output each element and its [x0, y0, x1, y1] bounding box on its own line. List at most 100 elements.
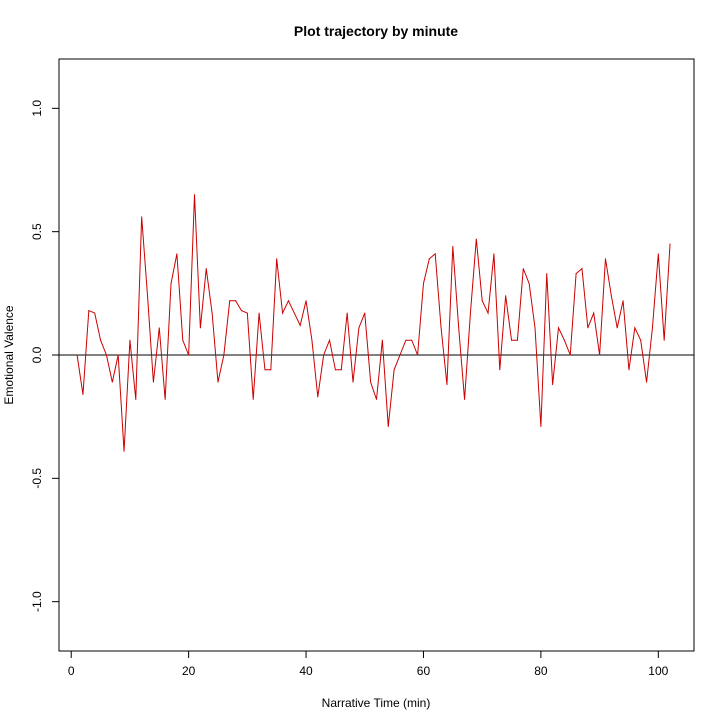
data-point: [417, 354, 419, 356]
data-point: [669, 243, 671, 245]
data-point: [246, 312, 248, 314]
data-point: [329, 339, 331, 341]
data-point: [217, 381, 219, 383]
data-point: [235, 300, 237, 302]
data-point: [311, 339, 313, 341]
data-point: [358, 327, 360, 329]
data-point: [346, 312, 348, 314]
y-tick-label: -0.5: [30, 468, 44, 489]
data-point: [88, 310, 90, 312]
data-point: [534, 327, 536, 329]
data-point: [511, 339, 513, 341]
data-point: [628, 369, 630, 371]
y-axis: -1.0 -0.5 0.0 0.5 1.0: [30, 100, 59, 612]
data-point: [170, 282, 172, 284]
data-point: [317, 396, 319, 398]
data-point: [194, 194, 196, 196]
data-point: [499, 369, 501, 371]
data-point: [546, 273, 548, 275]
data-point: [370, 381, 372, 383]
data-point: [464, 398, 466, 400]
data-point: [164, 398, 166, 400]
data-point: [569, 354, 571, 356]
data-point: [622, 300, 624, 302]
data-point: [646, 381, 648, 383]
data-point: [293, 312, 295, 314]
data-point: [587, 327, 589, 329]
data-point: [182, 339, 184, 341]
data-point: [364, 312, 366, 314]
y-axis-label: Emotional Valence: [2, 305, 16, 404]
x-axis: 0 20 40 60 80 100: [68, 651, 669, 678]
x-tick-label: 80: [534, 664, 548, 678]
data-point: [411, 339, 413, 341]
data-point: [634, 327, 636, 329]
data-point: [616, 327, 618, 329]
data-point: [552, 384, 554, 386]
data-point: [493, 253, 495, 255]
data-point: [469, 312, 471, 314]
x-tick-label: 40: [299, 664, 313, 678]
data-point: [446, 384, 448, 386]
x-tick-label: 0: [68, 664, 75, 678]
data-point: [505, 295, 507, 297]
data-point: [575, 273, 577, 275]
data-point: [299, 324, 301, 326]
data-point: [334, 369, 336, 371]
data-point: [270, 369, 272, 371]
x-tick-label: 100: [648, 664, 668, 678]
data-point: [152, 381, 154, 383]
y-tick-label: 0.5: [30, 223, 44, 240]
data-point: [563, 339, 565, 341]
data-point: [287, 300, 289, 302]
data-point: [223, 354, 225, 356]
data-point: [199, 327, 201, 329]
data-point: [376, 398, 377, 400]
data-point: [176, 253, 178, 255]
chart-title: Plot trajectory by minute: [294, 23, 458, 39]
data-point: [240, 310, 242, 312]
data-point: [528, 282, 530, 284]
series-points: [76, 194, 671, 452]
data-point: [276, 258, 278, 260]
x-axis-label: Narrative Time (min): [322, 696, 431, 710]
data-point: [657, 253, 659, 255]
data-point: [100, 339, 102, 341]
data-point: [393, 369, 395, 371]
data-point: [487, 312, 489, 314]
data-point: [640, 339, 642, 341]
x-tick-label: 60: [417, 664, 431, 678]
data-point: [452, 245, 454, 247]
data-point: [340, 369, 342, 371]
data-point: [599, 354, 601, 356]
data-point: [282, 312, 284, 314]
data-point: [94, 312, 96, 314]
data-point: [651, 327, 653, 329]
data-point: [205, 268, 207, 270]
data-point: [82, 393, 84, 395]
data-point: [610, 295, 612, 297]
data-point: [381, 339, 383, 341]
data-point: [211, 312, 213, 314]
data-point: [663, 339, 665, 341]
data-point: [581, 268, 583, 270]
x-tick-label: 20: [182, 664, 196, 678]
data-point: [352, 381, 354, 383]
data-point: [147, 295, 149, 297]
data-point: [258, 312, 260, 314]
data-point: [481, 300, 483, 302]
y-tick-label: -1.0: [30, 591, 44, 612]
y-tick-label: 1.0: [30, 100, 44, 117]
data-point: [475, 238, 477, 240]
data-point: [188, 354, 190, 356]
data-point: [399, 354, 401, 356]
data-point: [229, 300, 231, 302]
data-point: [516, 339, 518, 341]
data-point: [305, 300, 307, 302]
data-point: [593, 312, 595, 314]
data-point: [434, 253, 436, 255]
data-point: [252, 398, 254, 400]
data-point: [123, 450, 125, 452]
y-tick-label: 0.0: [30, 346, 44, 363]
